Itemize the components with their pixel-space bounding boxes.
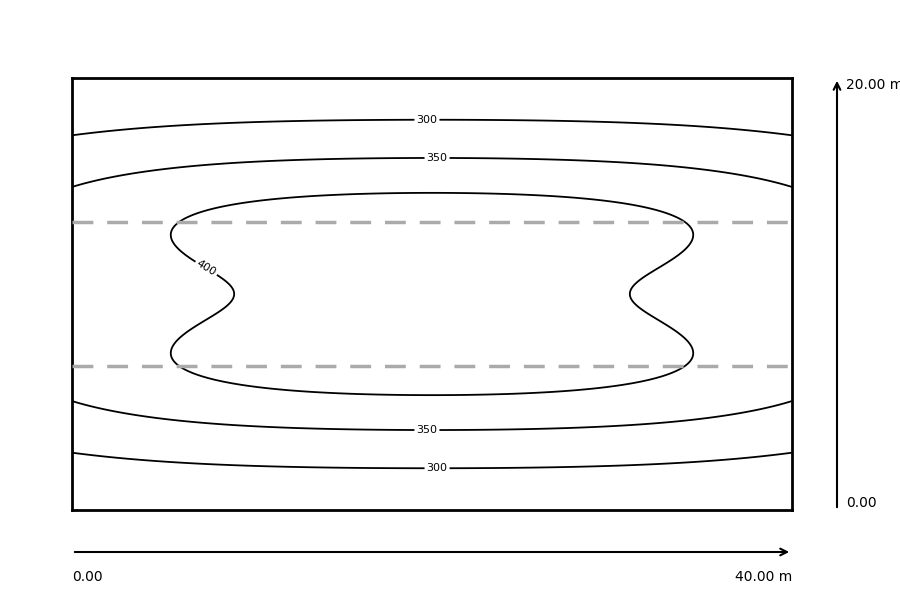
- Text: 40.00 m: 40.00 m: [734, 570, 792, 584]
- Text: 400: 400: [194, 259, 218, 278]
- Text: 300: 300: [427, 463, 447, 473]
- Text: 0.00: 0.00: [72, 570, 103, 584]
- Text: 350: 350: [427, 153, 447, 163]
- Text: 20.00 m: 20.00 m: [846, 78, 900, 92]
- Text: 350: 350: [417, 425, 437, 435]
- Text: 300: 300: [417, 115, 437, 125]
- Text: 0.00: 0.00: [846, 496, 877, 510]
